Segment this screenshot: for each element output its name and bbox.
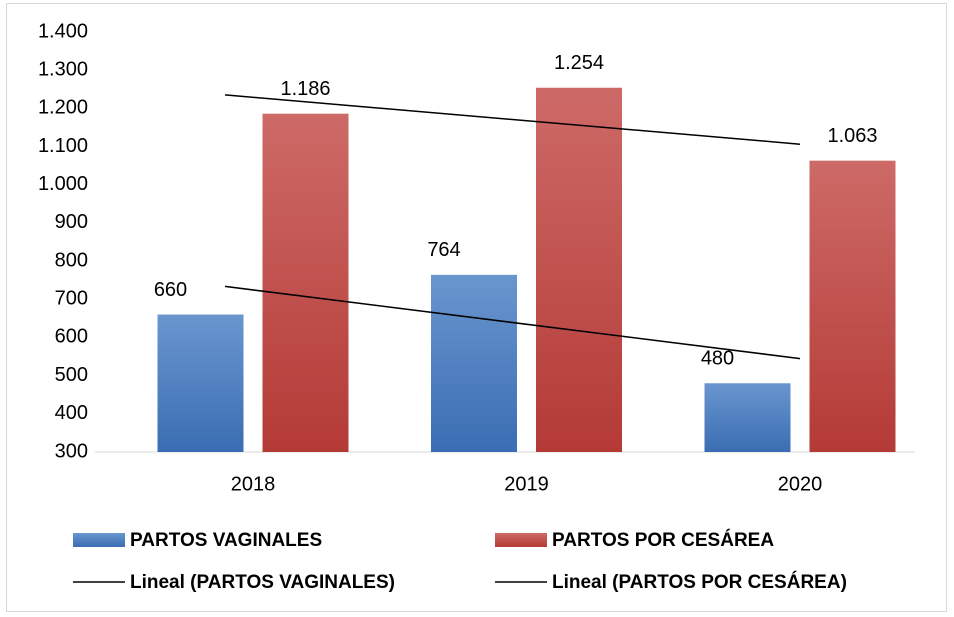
- trendline: [224, 94, 801, 145]
- legend-label: PARTOS VAGINALES: [130, 530, 322, 551]
- y-tick-label: 1.000: [38, 173, 88, 195]
- bar: [536, 87, 622, 452]
- x-tick-label: 2019: [504, 473, 549, 495]
- bar: [157, 314, 244, 452]
- legend-label: PARTOS POR CESÁREA: [552, 529, 774, 551]
- x-tick-label: 2018: [231, 473, 276, 495]
- y-tick-label: 1.300: [38, 58, 88, 80]
- data-label: 1.186: [280, 78, 330, 100]
- data-label: 480: [701, 348, 734, 370]
- y-tick-label: 300: [55, 440, 88, 462]
- bar: [809, 160, 896, 452]
- legend-label: Lineal (PARTOS POR CESÁREA): [552, 571, 847, 593]
- y-tick-label: 1.200: [38, 97, 88, 119]
- y-tick-label: 900: [55, 211, 88, 233]
- y-tick-label: 800: [55, 249, 88, 271]
- bar: [431, 274, 517, 452]
- y-tick-label: 600: [55, 326, 88, 348]
- x-tick-label: 2020: [778, 473, 823, 495]
- y-tick-label: 500: [55, 364, 88, 386]
- y-tick-label: 1.100: [38, 135, 88, 157]
- y-tick-label: 1.400: [38, 20, 88, 42]
- bar: [262, 113, 349, 452]
- legend-swatch: [73, 533, 125, 547]
- data-label: 1.063: [827, 125, 877, 147]
- trendline: [224, 285, 801, 360]
- legend-label: Lineal (PARTOS VAGINALES): [130, 572, 395, 593]
- legend-swatch: [495, 533, 547, 547]
- data-label: 764: [427, 239, 460, 261]
- y-tick-label: 400: [55, 402, 88, 424]
- data-label: 660: [154, 279, 187, 301]
- y-tick-label: 700: [55, 288, 88, 310]
- bar: [704, 383, 791, 452]
- data-label: 1.254: [554, 52, 604, 74]
